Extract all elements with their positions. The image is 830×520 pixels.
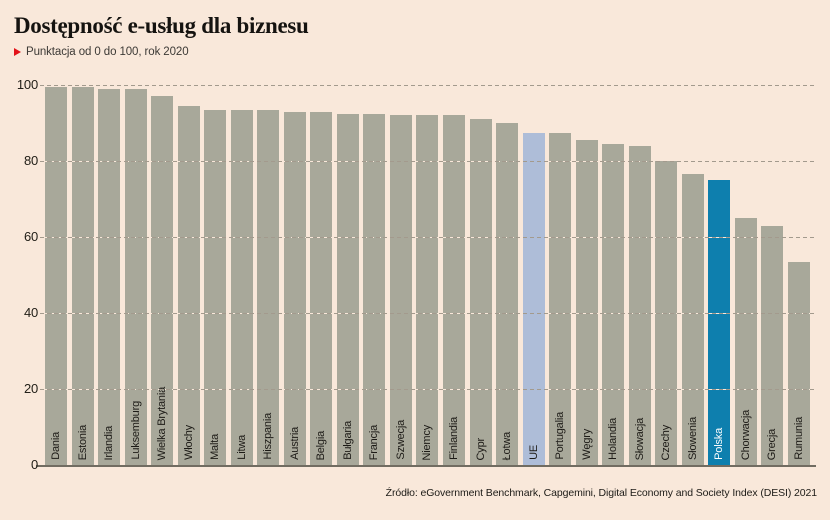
bar-label: Dania bbox=[50, 432, 62, 460]
bar-malta: Malta bbox=[204, 109, 227, 465]
bar-słowenia: Słowenia bbox=[681, 174, 704, 465]
bar-label: Szwecja bbox=[394, 420, 407, 460]
bar-cypr: Cypr bbox=[469, 119, 492, 465]
bar-label: Grecja bbox=[766, 428, 779, 460]
bar-słowacja: Słowacja bbox=[628, 145, 651, 465]
bar-label: Irlandia bbox=[103, 425, 116, 460]
bar-luksemburg: Luksemburg bbox=[124, 88, 147, 465]
bar-label: Łotwa bbox=[501, 431, 514, 460]
gridline-100 bbox=[40, 84, 816, 86]
chart-subtitle: Punktacja od 0 do 100, rok 2020 bbox=[26, 46, 189, 58]
bars-container: Dania Estonia Irlandia Luksemburg Wielka Bry… bbox=[45, 85, 810, 465]
gridline-20 bbox=[40, 388, 816, 390]
bar-label: Wielka Brytania bbox=[156, 386, 169, 460]
bar-label: Austria bbox=[288, 427, 301, 460]
bar-belgia: Belgia bbox=[310, 111, 333, 465]
bar-dania: Dania bbox=[45, 86, 67, 465]
y-tick-label-100: 100 bbox=[16, 77, 38, 92]
bar-label: UE bbox=[527, 445, 540, 460]
bar-litwa: Litwa bbox=[230, 109, 253, 465]
bar-label: Malta bbox=[209, 434, 222, 460]
bar-label: Rumunia bbox=[792, 417, 805, 460]
bar-bułgaria: Bułgaria bbox=[336, 113, 359, 465]
bar-label: Włochy bbox=[182, 425, 195, 460]
bar-label: Chorwacja bbox=[739, 409, 752, 460]
bar-łotwa: Łotwa bbox=[496, 123, 519, 465]
bar-label: Estonia bbox=[76, 424, 89, 460]
red-triangle-bullet-icon bbox=[14, 48, 21, 56]
x-axis-line bbox=[36, 465, 816, 467]
y-tick-label-80: 80 bbox=[23, 153, 38, 168]
gridline-40 bbox=[40, 312, 816, 314]
bar-niemcy: Niemcy bbox=[416, 115, 439, 465]
bar-portugalia: Portugalia bbox=[549, 132, 572, 465]
bar-label: Niemcy bbox=[421, 424, 434, 460]
bar-wielka-brytania: Wielka Brytania bbox=[151, 96, 174, 465]
bar-francja: Francja bbox=[363, 113, 386, 465]
bar-ue: UE bbox=[522, 132, 545, 465]
bar-label: Czechy bbox=[660, 424, 673, 460]
y-tick-label-20: 20 bbox=[23, 381, 38, 396]
gridline-60 bbox=[40, 236, 816, 238]
bar-finlandia: Finlandia bbox=[442, 115, 465, 465]
bar-grecja: Grecja bbox=[761, 225, 784, 465]
source-note: Źródło: eGovernment Benchmark, Capgemini… bbox=[385, 487, 817, 499]
bar-chorwacja: Chorwacja bbox=[734, 218, 757, 465]
bar-label: Węgry bbox=[580, 429, 593, 460]
bar-label: Słowenia bbox=[686, 416, 699, 460]
bar-label: Polska bbox=[713, 428, 726, 460]
y-tick-label-0: 0 bbox=[30, 457, 38, 472]
bar-label: Cypr bbox=[474, 437, 487, 460]
bar-label: Luksemburg bbox=[129, 401, 142, 460]
bar-holandia: Holandia bbox=[602, 143, 625, 465]
bar-label: Francja bbox=[368, 424, 381, 460]
bar-austria: Austria bbox=[283, 111, 306, 465]
bar-polska: Polska bbox=[708, 180, 731, 465]
bar-rumunia: Rumunia bbox=[787, 261, 810, 465]
bar-label: Portugalia bbox=[554, 412, 567, 460]
y-tick-label-60: 60 bbox=[23, 229, 38, 244]
bar-hiszpania: Hiszpania bbox=[257, 109, 280, 465]
bar-label: Belgia bbox=[315, 430, 328, 460]
bar-label: Litwa bbox=[235, 435, 248, 460]
bar-label: Holandia bbox=[607, 418, 620, 460]
chart-subtitle-row: Punktacja od 0 do 100, rok 2020 bbox=[14, 46, 189, 58]
chart-title: Dostępność e-usług dla biznesu bbox=[14, 13, 309, 38]
bar-szwecja: Szwecja bbox=[389, 115, 412, 465]
bar-węgry: Węgry bbox=[575, 140, 598, 465]
bar-label: Bułgaria bbox=[341, 421, 354, 460]
gridline-80 bbox=[40, 160, 816, 162]
y-tick-label-40: 40 bbox=[23, 305, 38, 320]
bar-label: Hiszpania bbox=[262, 413, 275, 460]
bar-estonia: Estonia bbox=[71, 86, 94, 465]
bar-label: Finlandia bbox=[447, 417, 460, 460]
bar-label: Słowacja bbox=[633, 417, 646, 460]
bar-irlandia: Irlandia bbox=[98, 88, 121, 465]
